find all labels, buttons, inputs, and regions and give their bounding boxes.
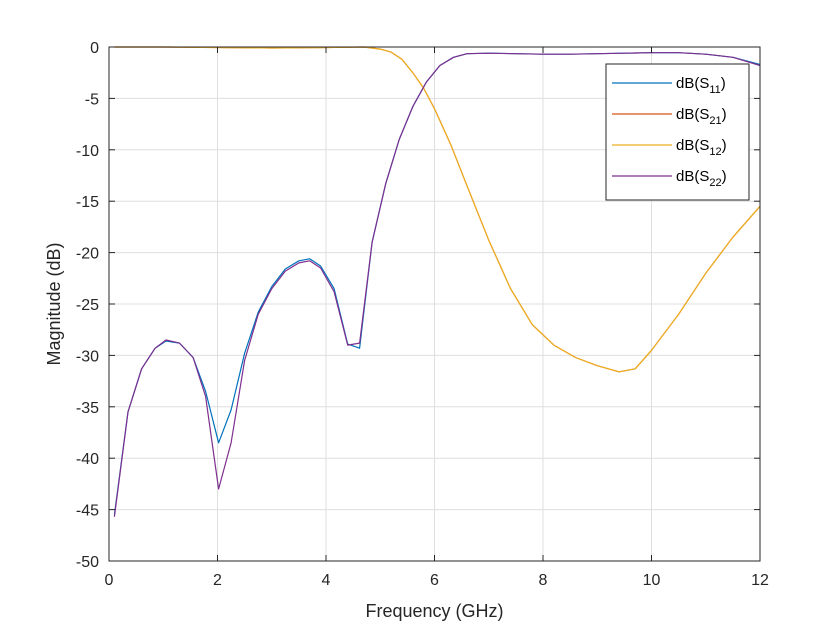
legend-entry-suffix: ): [722, 168, 727, 185]
legend: dB(S11)dB(S21)dB(S12)dB(S22): [605, 63, 750, 201]
legend-entry-suffix: ): [722, 106, 727, 123]
x-tick-label: 6: [430, 572, 439, 589]
y-tick-label: -45: [76, 503, 99, 520]
y-tick-label: -10: [76, 143, 99, 160]
y-tick-label: -40: [76, 451, 99, 468]
x-tick-label: 12: [751, 572, 769, 589]
legend-entry: dB(S22): [676, 168, 727, 189]
legend-entry-prefix: dB(S: [676, 137, 709, 154]
legend-entry-prefix: dB(S: [676, 168, 709, 185]
legend-entry-subscript: 22: [709, 177, 721, 189]
y-tick-label: -5: [85, 91, 99, 108]
legend-entry-suffix: ): [721, 75, 726, 92]
y-tick-label: -20: [76, 246, 99, 263]
legend-entry: dB(S12): [676, 137, 727, 158]
x-axis-label: Frequency (GHz): [365, 601, 503, 621]
x-tick-label: 4: [322, 572, 331, 589]
y-tick-label: -15: [76, 194, 99, 211]
series-line-s22: [113, 52, 761, 517]
y-axis-label: Magnitude (dB): [44, 242, 64, 365]
x-tick-label: 8: [539, 572, 548, 589]
y-tick-label: -25: [76, 297, 99, 314]
y-tick-label: 0: [90, 40, 99, 57]
x-tick-label: 0: [105, 572, 114, 589]
x-tick-label: 10: [643, 572, 661, 589]
y-tick-label: -30: [76, 348, 99, 365]
legend-entry-prefix: dB(S: [676, 75, 709, 92]
legend-entry-subscript: 12: [709, 146, 721, 158]
legend-box: [605, 63, 750, 201]
legend-entry: dB(S21): [676, 106, 727, 127]
y-tick-label: -50: [76, 554, 99, 571]
x-tick-label: 2: [213, 572, 222, 589]
y-tick-label: -35: [76, 400, 99, 417]
legend-entry-subscript: 21: [709, 115, 721, 127]
legend-entry: dB(S11): [676, 75, 726, 96]
legend-entry-prefix: dB(S: [676, 106, 709, 123]
legend-entry-suffix: ): [722, 137, 727, 154]
legend-entry-subscript: 11: [709, 84, 720, 96]
axis-ticks: 0 2 4 6 8 10 12 0 -5 -10 -15 -20 -25 -30 -35 -40 -45 -50: [76, 40, 769, 589]
